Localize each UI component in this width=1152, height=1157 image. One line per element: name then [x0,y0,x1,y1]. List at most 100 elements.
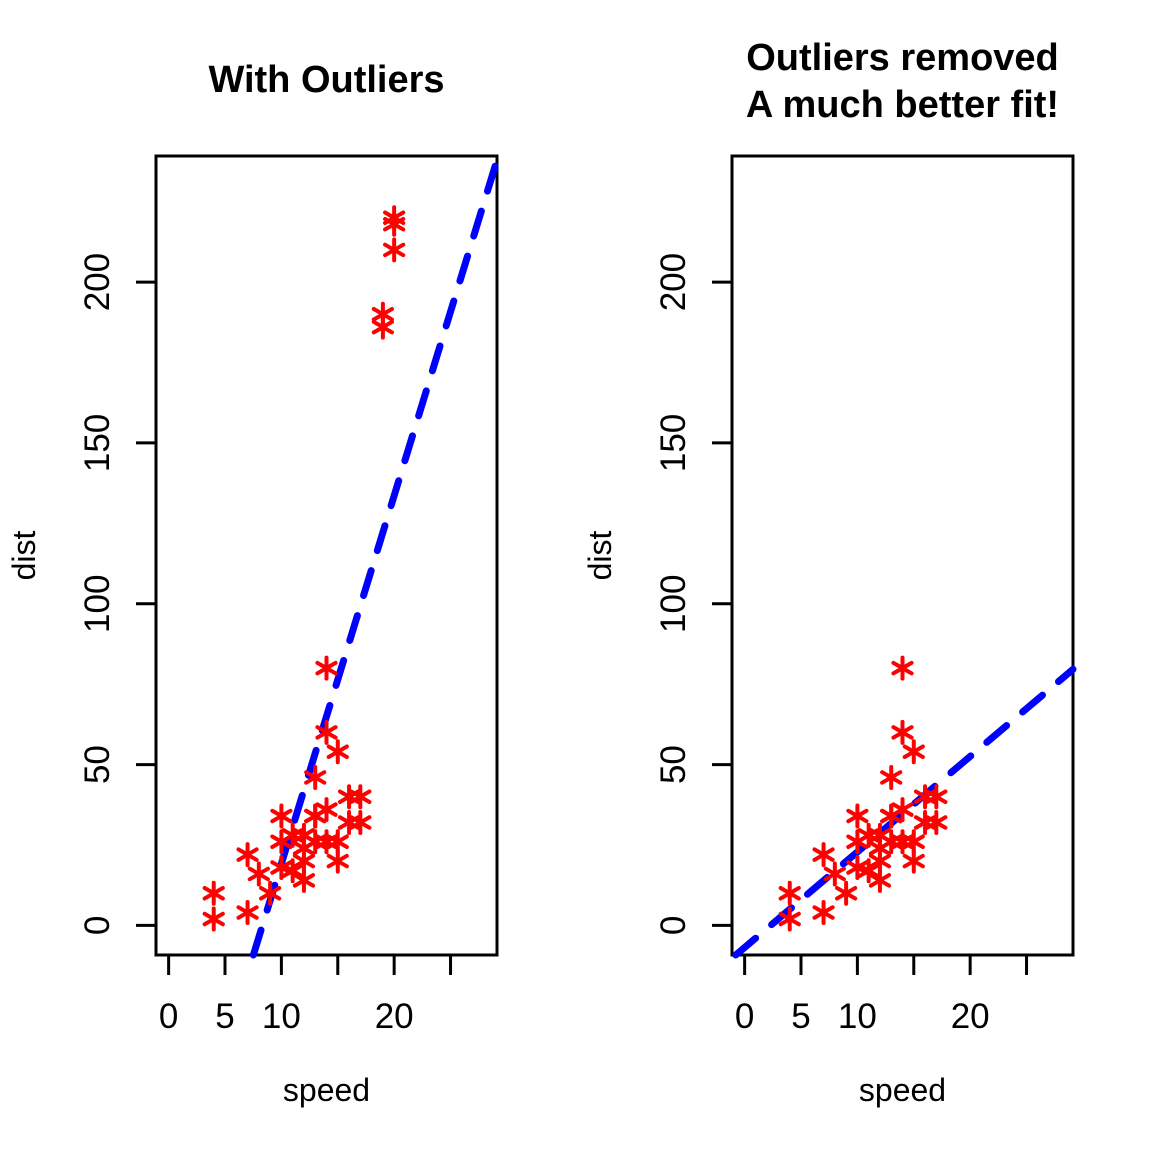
data-point-asterisk [902,829,925,855]
data-point-asterisk [326,739,349,765]
plot-box [154,154,499,957]
data-point-asterisk [259,880,282,906]
y-tick-label: 50 [654,745,693,784]
data-point-asterisk [236,900,259,926]
asterisk-arm [202,885,225,901]
data-point-asterisk [812,842,835,868]
asterisk-arm [902,834,925,850]
asterisk-arm [846,860,869,875]
x-tick-label: 5 [215,997,234,1036]
asterisk-arm [902,744,925,759]
asterisk-arm [902,853,925,869]
y-tick-label: 50 [78,745,117,784]
x-tick-label: 0 [159,997,178,1036]
asterisk-arm [281,863,304,878]
data-point-asterisk [891,655,914,681]
y-tick-label: 150 [78,414,117,472]
asterisk-arm [812,905,835,920]
data-point-asterisk [812,900,835,926]
y-tick-label: 200 [654,253,693,311]
asterisk-arm [292,853,316,869]
y-axis: 0 50 100 150 200 [78,253,156,935]
data-point-asterisk [778,906,801,932]
asterisk-arm [868,853,892,869]
y-tick-label: 100 [78,575,117,633]
y-tick-label: 150 [654,414,693,472]
data-point-asterisk [891,797,914,823]
y-tick-label: 0 [654,916,693,935]
data-point-asterisk [270,855,293,881]
data-point-asterisk [281,858,304,884]
data-point-asterisk [880,764,903,790]
plot-title: With Outliers [208,59,444,101]
data-point-asterisk [846,803,869,829]
asterisk-arm [778,885,801,901]
data-point-asterisk [835,880,858,906]
x-tick-label: 10 [262,997,301,1036]
data-point-asterisk [247,861,270,887]
asterisk-arm [349,815,372,830]
plot-title-line: With Outliers [208,59,444,101]
plot-box [730,154,1075,957]
asterisk-arm [846,808,869,824]
data-point-asterisk [891,719,914,745]
fit-line [732,665,1077,959]
points-group [202,205,406,932]
asterisk-arm [812,847,835,862]
asterisk-arm [315,802,338,817]
asterisk-arm [868,873,892,888]
data-point-asterisk [383,237,406,263]
data-point-asterisk [823,861,846,887]
data-point-asterisk [337,809,361,835]
data-point-asterisk [925,809,948,835]
asterisk-arm [925,815,948,830]
data-point-asterisk [202,880,225,906]
asterisk-arm [326,853,349,869]
data-point-asterisk [326,829,349,855]
data-point-asterisk [236,842,259,868]
data-point-asterisk [315,655,338,681]
asterisk-arm [371,319,394,335]
data-point-asterisk [902,739,925,765]
asterisk-arm [292,873,316,888]
asterisk-arm [202,911,225,927]
x-tick-label: 20 [375,997,414,1036]
data-point-asterisk [778,880,801,906]
data-point-asterisk [891,829,914,855]
asterisk-arm [292,828,316,843]
x-tick-label: 10 [838,997,877,1036]
asterisk-arm [857,863,880,878]
asterisk-arm [349,789,372,804]
data-point-asterisk [202,906,225,932]
asterisk-arm [315,725,338,740]
asterisk-arm [326,834,349,850]
asterisk-arm [236,905,259,920]
plot-title-line: Outliers removed [746,37,1059,79]
data-point-asterisk [371,314,394,340]
points-group [778,655,948,932]
x-axis: 0 5 10 20 [159,955,453,1036]
asterisk-arm [778,911,801,927]
asterisk-arm [891,802,914,817]
asterisk-arm [371,307,394,322]
y-axis: 0 50 100 150 200 [654,253,732,935]
asterisk-arm [925,789,948,804]
data-point-asterisk [270,803,293,829]
data-point-asterisk [315,829,338,855]
asterisk-arm [891,660,914,676]
fit-line [249,156,501,959]
asterisk-arm [823,866,846,882]
fit-line-group [732,665,1077,959]
y-axis-title: dist [582,530,618,580]
data-point-asterisk [383,211,406,237]
asterisk-arm [259,885,282,901]
plot-title: Outliers removed A much better fit! [746,37,1059,126]
asterisk-arm [236,847,259,862]
data-point-asterisk [349,809,372,835]
data-point-asterisk [846,855,869,881]
plot-title-line: A much better fit! [746,84,1059,126]
